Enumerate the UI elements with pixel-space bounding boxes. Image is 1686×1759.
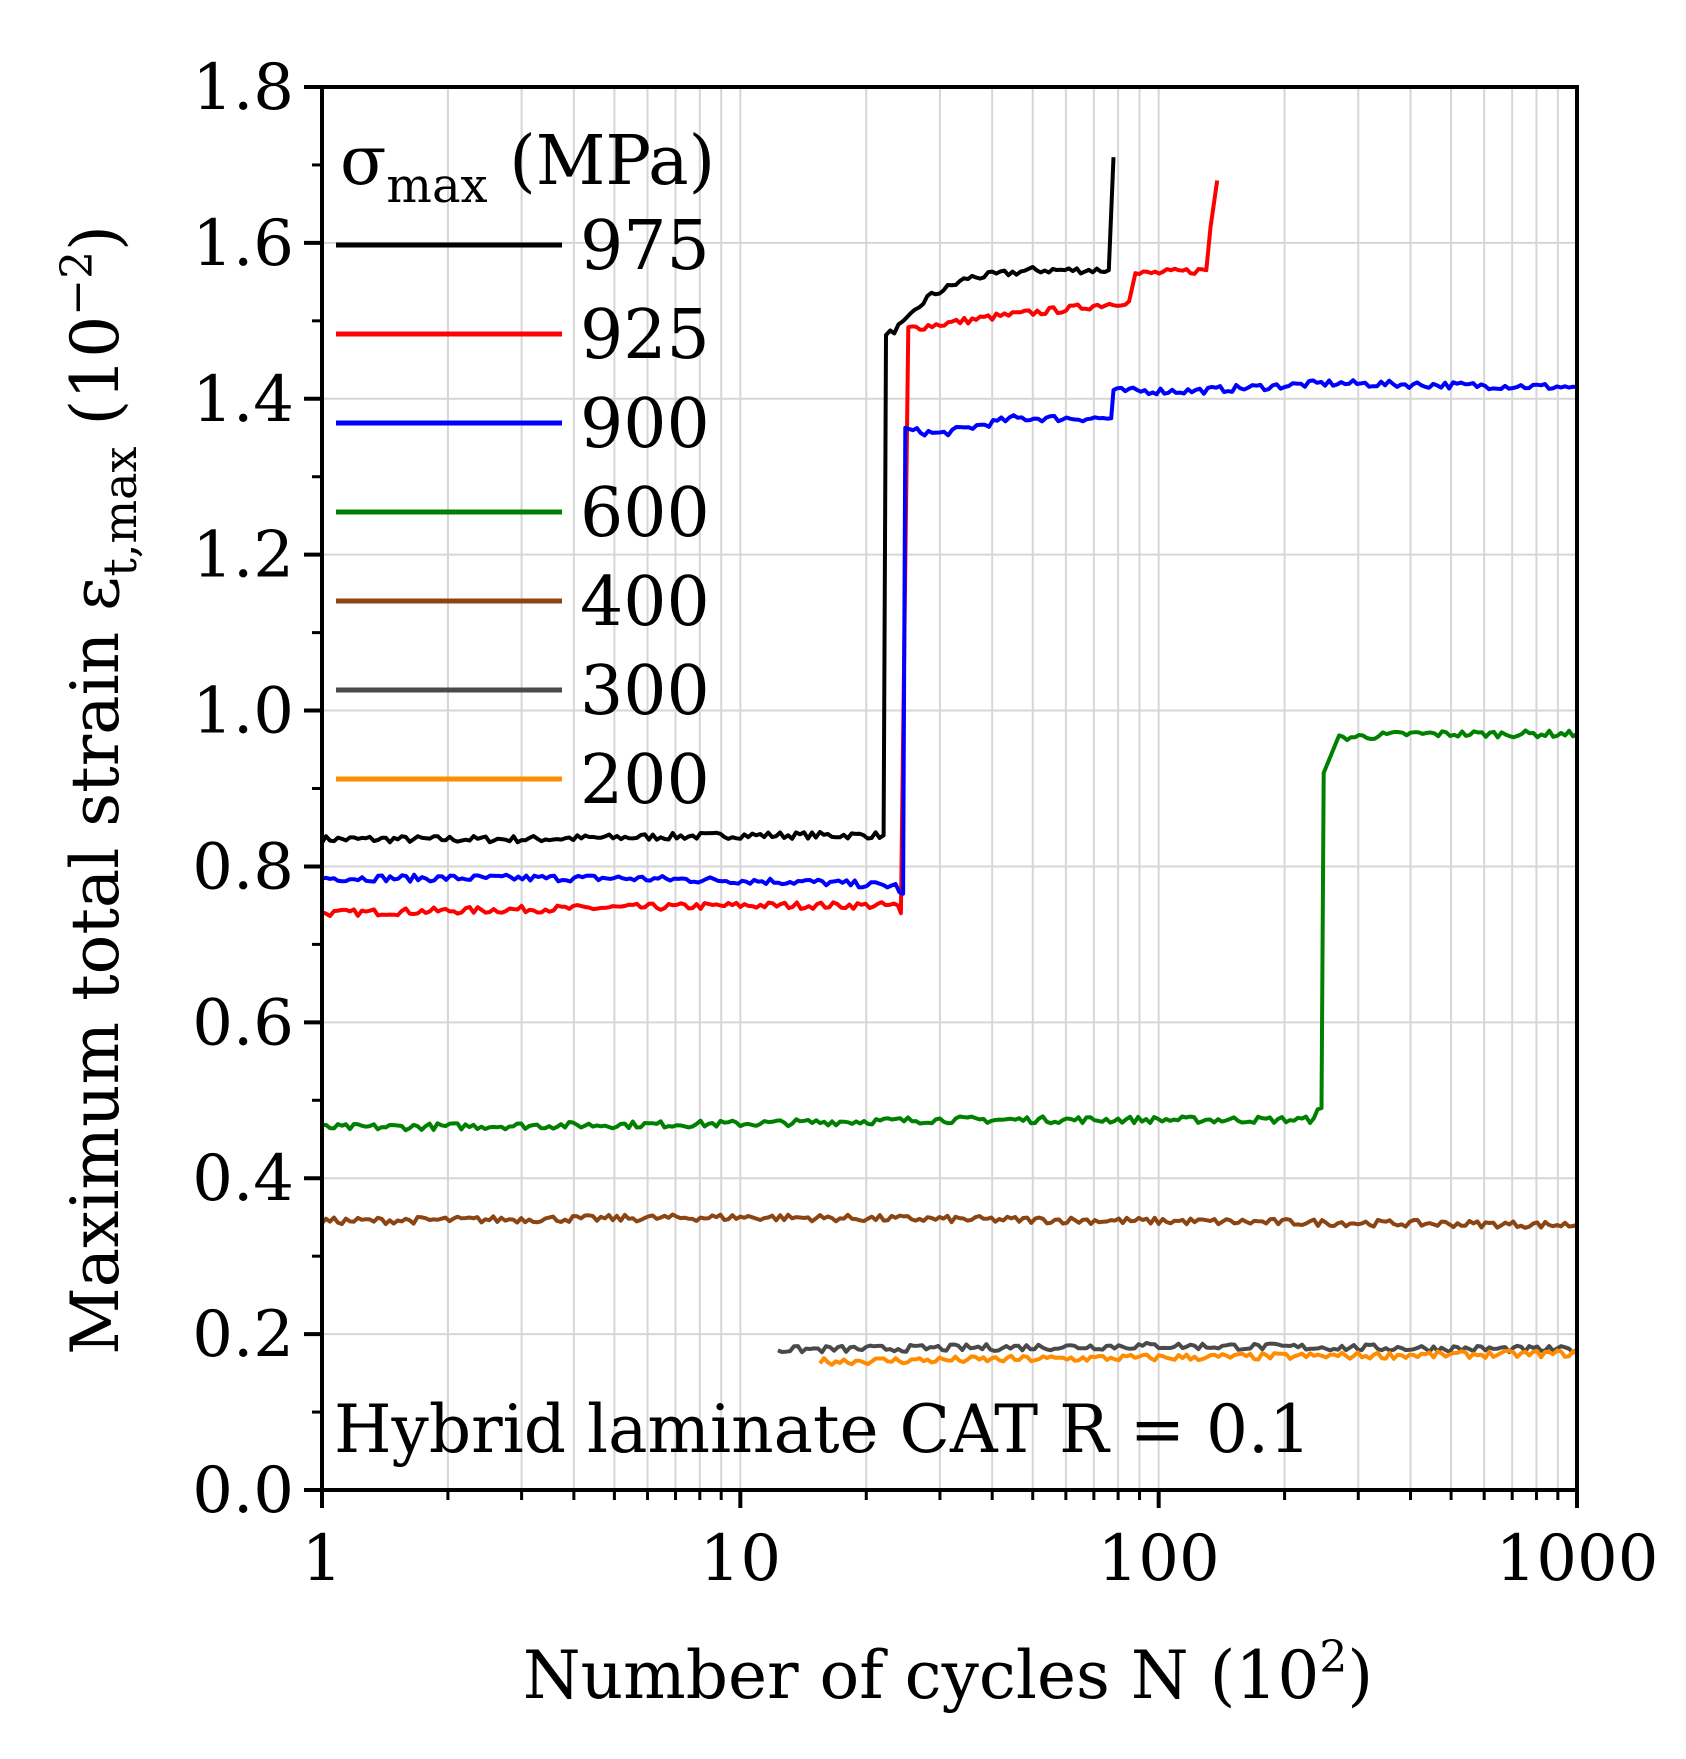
- axes: [320, 85, 1579, 1492]
- series-line-400: [320, 1212, 1578, 1230]
- legend-label-300: 300: [580, 652, 710, 731]
- ticks: 0.0 0.2 0.4 0.6 0.8 1.0 1.2 1.4 1.6 1.8 1 10 100 1000: [192, 51, 1658, 1596]
- series-line-300: [777, 1340, 1579, 1355]
- x-axis-title: Number of cycles N (102): [523, 1632, 1373, 1714]
- legend-label-975: 975: [580, 207, 710, 286]
- x-tick-label: 1000: [1496, 1522, 1659, 1596]
- legend-label-600: 600: [580, 474, 710, 553]
- grid: [322, 87, 1577, 1490]
- series-line-900: [321, 378, 1578, 896]
- legend-label-400: 400: [580, 563, 710, 642]
- x-tick-label: 100: [1098, 1522, 1220, 1596]
- x-tick-label: 1: [302, 1522, 343, 1596]
- legend-title: σmax (MPa): [340, 122, 715, 214]
- y-tick-label: 0.6: [192, 986, 294, 1060]
- series-line-925: [321, 180, 1220, 918]
- y-tick-label: 1.4: [192, 363, 294, 437]
- y-tick-label: 0.0: [192, 1454, 294, 1528]
- y-tick-label: 0.4: [192, 1142, 294, 1216]
- plot-frame: [320, 85, 1579, 1492]
- x-tick-label: 10: [700, 1522, 781, 1596]
- legend-entries: 975 925 900 600 400 300 200: [336, 207, 710, 820]
- series-line-200: [818, 1348, 1579, 1367]
- series-group: [320, 157, 1579, 1367]
- legend: σmax (MPa) 975 925 900 600 400 300 200: [336, 122, 715, 820]
- legend-label-900: 900: [580, 385, 710, 464]
- y-tick-label: 1.2: [192, 519, 294, 593]
- y-tick-label: 0.8: [192, 830, 294, 904]
- legend-label-200: 200: [580, 741, 710, 820]
- y-tick-label: 1.0: [192, 675, 294, 749]
- condition-annotation: Hybrid laminate CAT R = 0.1: [334, 1391, 1311, 1468]
- series-line-975: [320, 157, 1116, 845]
- y-tick-label: 1.8: [192, 51, 294, 125]
- legend-label-925: 925: [580, 296, 710, 375]
- series-line-600: [321, 728, 1579, 1133]
- y-tick-label: 0.2: [192, 1298, 294, 1372]
- y-axis-title: Maximum total strain εt,max (10−2): [52, 225, 147, 1355]
- y-tick-label: 1.6: [192, 207, 294, 281]
